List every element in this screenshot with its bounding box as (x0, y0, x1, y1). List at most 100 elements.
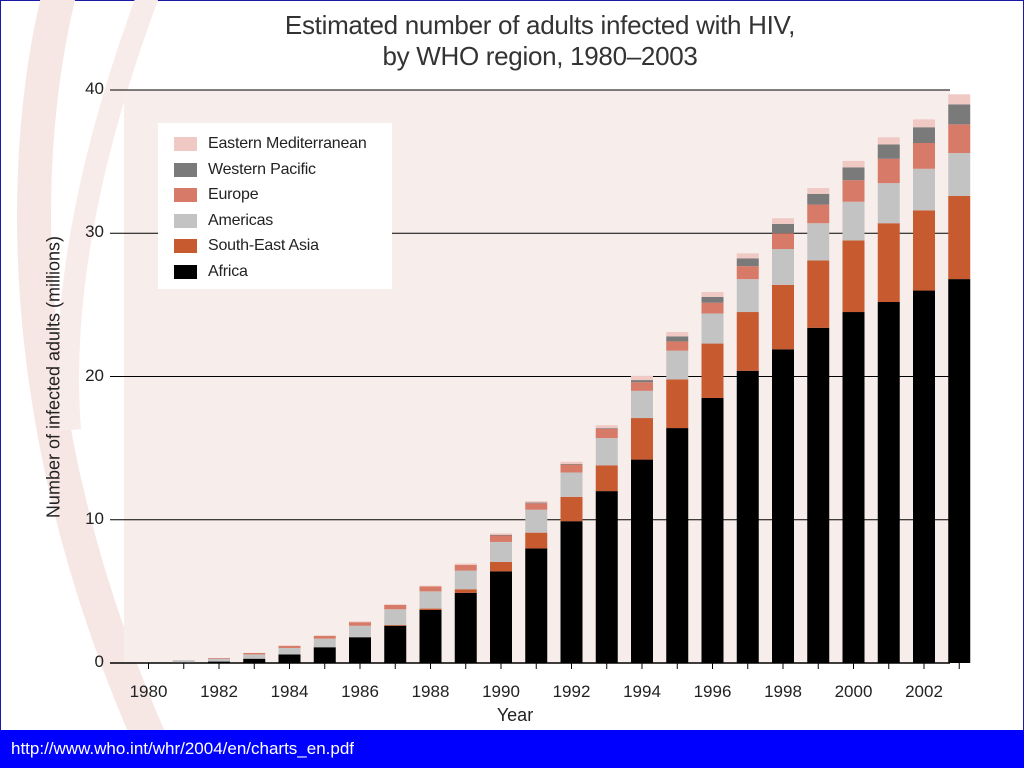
y-tick-label-0: 0 (94, 652, 104, 671)
bar-1989-europe (454, 564, 477, 571)
legend-label-eastern-mediterranean: Eastern Mediterranean (208, 135, 367, 152)
bar-1998-western-pacific (772, 223, 794, 234)
bar-1998-europe (772, 233, 794, 250)
bar-2000-europe (842, 180, 865, 202)
bar-1998-south-east-asia (772, 284, 794, 350)
bar-1985-americas (313, 638, 336, 648)
bar-1992-eastern-mediterranean (560, 461, 583, 464)
bar-1981-americas (172, 660, 195, 663)
bar-2001-africa (877, 302, 900, 663)
bar-1991-western-pacific (525, 502, 548, 504)
bar-1998-americas (772, 249, 794, 285)
chart-plot-svg (110, 89, 971, 669)
chart-title: Estimated number of adults infected with… (200, 10, 880, 72)
bar-1994-western-pacific (631, 380, 653, 383)
bar-1995-europe (666, 341, 689, 351)
legend-item-europe: Europe (174, 184, 259, 206)
x-tick-label-1990: 1990 (482, 682, 520, 701)
bar-1993-eastern-mediterranean (595, 425, 618, 429)
bar-1997-western-pacific (736, 258, 759, 267)
bar-2000-eastern-mediterranean (842, 160, 865, 168)
bar-1992-south-east-asia (560, 496, 583, 522)
legend-swatch-africa (174, 264, 197, 279)
bar-2002-western-pacific (913, 127, 935, 144)
bar-1993-americas (595, 438, 618, 466)
bar-1990-western-pacific (490, 534, 512, 536)
bar-1984-africa (278, 654, 301, 663)
bar-1987-americas (384, 609, 407, 626)
y-tick-label-30: 30 (85, 222, 104, 242)
bar-1989-africa (454, 592, 477, 663)
bar-1995-eastern-mediterranean (666, 332, 689, 337)
bar-1992-americas (560, 472, 583, 497)
bar-1999-south-east-asia (807, 260, 830, 328)
bar-1987-europe (384, 604, 407, 610)
bar-2001-europe (877, 158, 900, 184)
bar-1987-south-east-asia (384, 625, 407, 626)
bar-1983-europe (243, 652, 266, 655)
bar-2002-americas (913, 168, 935, 211)
bar-1988-eastern-mediterranean (419, 585, 442, 587)
x-tick-label-1982: 1982 (200, 682, 238, 701)
bar-2001-eastern-mediterranean (877, 137, 900, 145)
bar-1992-western-pacific (560, 463, 583, 465)
bar-1990-south-east-asia (490, 562, 512, 572)
legend-item-eastern-mediterranean: Eastern Mediterranean (174, 133, 367, 155)
bar-2000-africa (842, 312, 865, 663)
bar-1996-africa (701, 397, 724, 663)
legend-label-western-pacific: Western Pacific (208, 160, 316, 178)
footer-bar: http://www.who.int/whr/2004/en/charts_en… (0, 730, 1024, 768)
bar-2003-south-east-asia (948, 196, 971, 280)
bar-1996-americas (701, 313, 724, 344)
legend-label-americas: Americas (208, 211, 274, 229)
bar-2003-europe (948, 124, 971, 154)
bar-1984-americas (278, 647, 301, 655)
bar-1994-africa (631, 459, 653, 663)
chart-title-line-2: by WHO region, 1980–2003 (382, 41, 698, 71)
bar-2003-western-pacific (948, 104, 971, 125)
bar-2002-eastern-mediterranean (913, 119, 935, 128)
bar-1999-americas (807, 223, 830, 261)
bar-1997-south-east-asia (736, 312, 759, 371)
bar-1984-europe (278, 645, 301, 648)
bar-1988-south-east-asia (419, 608, 442, 610)
bar-1994-europe (631, 382, 653, 391)
bar-1989-south-east-asia (454, 589, 477, 593)
bar-1999-africa (807, 327, 830, 663)
bar-1991-americas (525, 509, 548, 533)
bar-1986-europe (349, 622, 371, 626)
bar-1990-europe (490, 535, 512, 542)
bar-1996-south-east-asia (701, 343, 724, 398)
y-axis-title: Number of infected adults (millions) (43, 235, 64, 519)
bar-1998-africa (772, 349, 794, 663)
bar-1988-americas (419, 591, 442, 609)
bar-1995-americas (666, 350, 689, 380)
bar-1983-africa (243, 658, 266, 663)
legend-swatch-europe (174, 188, 197, 202)
bar-1983-americas (243, 654, 266, 659)
bar-2000-south-east-asia (842, 240, 865, 313)
bar-1996-eastern-mediterranean (701, 291, 724, 297)
bar-1997-eastern-mediterranean (736, 253, 759, 259)
bar-2000-western-pacific (842, 167, 865, 181)
bar-1986-eastern-mediterranean (349, 621, 371, 623)
bar-1993-south-east-asia (595, 465, 618, 492)
legend-item-africa: Africa (174, 261, 248, 283)
bar-1997-africa (736, 370, 759, 663)
bar-1991-eastern-mediterranean (525, 501, 548, 503)
legend-label-africa: Africa (208, 262, 248, 280)
bar-1988-europe (419, 586, 442, 592)
legend-label-south-east-asia: South-East Asia (208, 237, 319, 254)
bar-1992-africa (560, 521, 583, 663)
bar-2002-africa (913, 290, 935, 663)
bar-1991-south-east-asia (525, 532, 548, 549)
bar-1989-americas (454, 570, 477, 590)
source-url-link[interactable]: http://www.who.int/whr/2004/en/charts_en… (11, 739, 355, 758)
bar-2001-south-east-asia (877, 223, 900, 303)
legend-item-americas: Americas (174, 210, 273, 232)
bar-1992-europe (560, 464, 583, 473)
x-tick-label-2000: 2000 (834, 682, 873, 701)
bar-1995-south-east-asia (666, 379, 689, 429)
bar-2002-europe (913, 143, 935, 169)
background-watermark (16, 0, 165, 730)
